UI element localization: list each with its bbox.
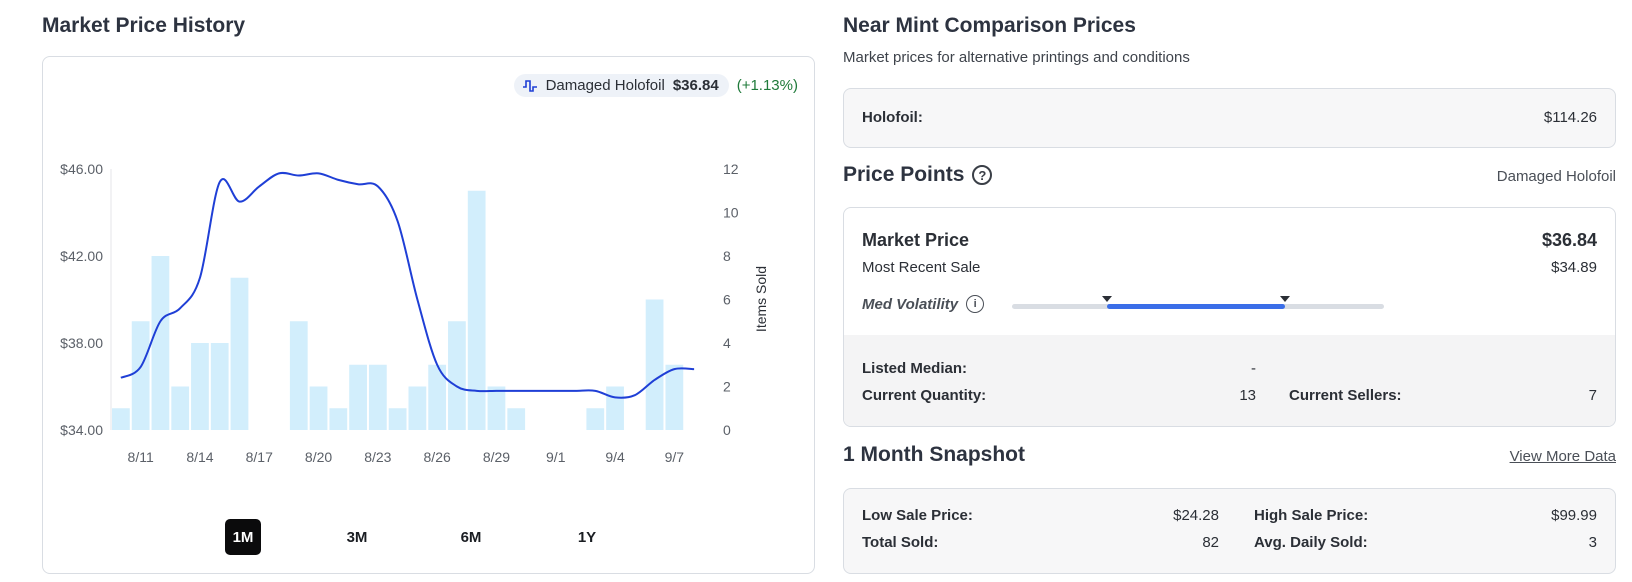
- avg-daily-sold-value: 3: [1588, 534, 1597, 551]
- items-sold-bar: [349, 364, 367, 430]
- items-sold-bar: [151, 256, 170, 430]
- current-quantity-label: Current Quantity:: [862, 387, 987, 404]
- volatility-marker-low: [1102, 296, 1112, 302]
- price-points-variant: Damaged Holofoil: [1496, 168, 1616, 185]
- x-tick-label: 8/23: [364, 449, 391, 465]
- volatility-label-group: Med Volatility i: [862, 295, 985, 313]
- price-history-chart-card: Damaged Holofoil $36.84 (+1.13%) $46.00 $…: [42, 56, 815, 574]
- holofoil-label: Holofoil:: [862, 109, 923, 126]
- volatility-marker-high: [1280, 296, 1290, 302]
- time-range-selector: 1M 3M 6M 1Y: [43, 519, 816, 559]
- x-tick-label: 8/20: [305, 449, 332, 465]
- chart-legend: Damaged Holofoil $36.84 (+1.13%): [513, 74, 798, 97]
- total-sold-value: 82: [1202, 534, 1219, 551]
- x-tick-label: 9/4: [605, 449, 625, 465]
- y-left-tick-label: $46.00: [60, 161, 103, 177]
- items-sold-bar: [289, 321, 308, 430]
- listing-stats-section: Listed Median: - Current Quantity: 13 Cu…: [844, 335, 1615, 426]
- y-right-axis-label: Items Sold: [753, 266, 769, 332]
- y-right-tick-label: 12: [723, 161, 739, 177]
- items-sold-bar: [388, 408, 407, 430]
- items-sold-bar: [210, 343, 229, 430]
- range-button-6m[interactable]: 6M: [453, 519, 489, 555]
- items-sold-bar: [131, 321, 150, 430]
- market-price-line: [120, 171, 695, 399]
- range-button-1y[interactable]: 1Y: [569, 519, 605, 555]
- items-sold-bar: [467, 190, 486, 430]
- price-points-header: Price Points ?: [843, 163, 993, 187]
- x-tick-label: 8/26: [424, 449, 451, 465]
- x-tick-label: 8/17: [246, 449, 273, 465]
- line-series-icon: [522, 79, 537, 92]
- price-points-title: Price Points: [843, 163, 965, 186]
- current-quantity-value: 13: [1239, 387, 1256, 404]
- items-sold-bar: [171, 386, 190, 430]
- near-mint-subtitle: Market prices for alternative printings …: [843, 49, 1190, 66]
- items-sold-bar: [230, 277, 249, 430]
- listed-median-label: Listed Median:: [862, 360, 968, 377]
- y-right-tick-label: 2: [723, 379, 731, 395]
- y-left-tick-label: $38.00: [60, 335, 103, 351]
- y-right-tick-label: 6: [723, 292, 731, 308]
- legend-series-change: (+1.13%): [736, 77, 798, 94]
- items-sold-bar: [408, 386, 427, 430]
- items-sold-bar: [112, 408, 130, 430]
- info-icon[interactable]: i: [966, 295, 985, 313]
- holofoil-value: $114.26: [1543, 109, 1597, 126]
- current-sellers-value: 7: [1588, 387, 1597, 404]
- legend-series-pill[interactable]: Damaged Holofoil $36.84: [513, 74, 729, 97]
- total-sold-label: Total Sold:: [862, 534, 939, 551]
- items-sold-bar: [606, 386, 624, 430]
- current-sellers-label: Current Sellers:: [1289, 387, 1402, 404]
- help-icon[interactable]: ?: [972, 165, 993, 185]
- items-sold-bar: [487, 386, 506, 430]
- items-sold-bar: [507, 408, 526, 430]
- y-right-tick-label: 8: [723, 248, 731, 264]
- price-points-card: Market Price $36.84 Most Recent Sale $34…: [843, 207, 1616, 427]
- near-mint-title: Near Mint Comparison Prices: [843, 14, 1136, 37]
- avg-daily-sold-label: Avg. Daily Sold:: [1254, 534, 1368, 551]
- x-tick-label: 8/11: [128, 449, 154, 465]
- holofoil-price-card: Holofoil: $114.26: [843, 88, 1616, 148]
- items-sold-bar: [586, 408, 605, 430]
- range-button-3m[interactable]: 3M: [339, 519, 375, 555]
- items-sold-bar: [368, 364, 387, 430]
- items-sold-bar: [428, 364, 447, 430]
- items-sold-bar: [645, 299, 664, 430]
- range-button-1m[interactable]: 1M: [225, 519, 261, 555]
- items-sold-bar: [665, 364, 684, 430]
- legend-series-price: $36.84: [672, 77, 719, 94]
- most-recent-sale-value: $34.89: [1551, 259, 1597, 276]
- y-right-tick-label: 4: [723, 335, 731, 351]
- snapshot-card: Low Sale Price: $24.28 High Sale Price: …: [843, 488, 1616, 574]
- price-history-chart[interactable]: $46.00 $42.00 $38.00 $34.00 12 10 8 6 4 2 0 Items S…: [43, 57, 816, 517]
- volatility-meter-fill: [1107, 304, 1285, 309]
- listed-median-value: -: [1251, 360, 1256, 377]
- x-tick-label: 9/1: [546, 449, 566, 465]
- y-left-tick-label: $42.00: [60, 248, 103, 264]
- x-tick-label: 9/7: [665, 449, 685, 465]
- x-tick-label: 8/14: [186, 449, 213, 465]
- items-sold-bar: [191, 343, 209, 430]
- market-price-history-title: Market Price History: [42, 14, 246, 37]
- high-sale-price-value: $99.99: [1551, 507, 1597, 524]
- snapshot-title: 1 Month Snapshot: [843, 443, 1025, 466]
- y-right-tick-label: 10: [723, 205, 739, 221]
- y-left-tick-label: $34.00: [60, 422, 103, 438]
- volatility-meter: [1012, 296, 1384, 309]
- low-sale-price-value: $24.28: [1173, 507, 1219, 524]
- items-sold-bar: [309, 386, 328, 430]
- legend-series-label: Damaged Holofoil: [545, 77, 665, 94]
- items-sold-bar: [448, 321, 466, 430]
- volatility-label: Med Volatility: [862, 295, 959, 313]
- y-right-tick-label: 0: [723, 422, 731, 438]
- items-sold-bar: [329, 408, 348, 430]
- market-price-value: $36.84: [1541, 230, 1597, 250]
- high-sale-price-label: High Sale Price:: [1254, 507, 1369, 524]
- market-price-label: Market Price: [862, 230, 970, 250]
- most-recent-sale-label: Most Recent Sale: [862, 259, 981, 276]
- low-sale-price-label: Low Sale Price:: [862, 507, 973, 524]
- x-tick-label: 8/29: [483, 449, 510, 465]
- view-more-data-link[interactable]: View More Data: [1509, 448, 1616, 465]
